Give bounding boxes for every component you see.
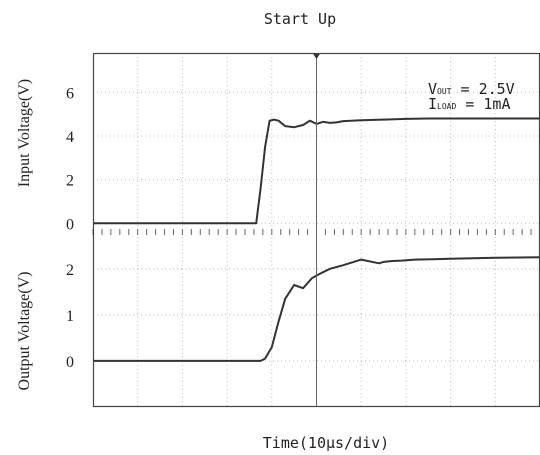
output-voltage-trace: [93, 256, 540, 362]
y-tick-label: 4: [66, 129, 74, 146]
annotation-iload-main: I: [428, 95, 437, 113]
y-tick-label: 0: [66, 216, 74, 233]
annotation-iload-rest: = 1mA: [456, 95, 510, 113]
load-annotation: VOUT = 2.5V ILOAD = 1mA: [428, 80, 515, 113]
annotation-vout-sub: OUT: [437, 87, 452, 96]
y-tick-label: 6: [66, 85, 74, 102]
annotation-vout-rest: = 2.5V: [451, 80, 514, 98]
input-voltage-trace: [93, 117, 540, 225]
annotation-vout-main: V: [428, 80, 437, 98]
y-tick-label: 2: [66, 173, 74, 190]
plot-area: 0 2 4 6 0 1 2: [66, 52, 540, 408]
chart-title: Start Up: [264, 10, 336, 28]
y-tick-label: 0: [66, 354, 74, 371]
y-tick-label: 2: [66, 262, 74, 279]
x-axis-label: Time(10μs/div): [263, 434, 389, 452]
y-tick-label: 1: [66, 308, 74, 325]
y-axis-label-output: Output Voltage(V): [16, 272, 33, 391]
annotation-vout: VOUT = 2.5V: [428, 80, 515, 98]
annotation-iload-sub: LOAD: [437, 102, 456, 111]
annotation-iload: ILOAD = 1mA: [428, 95, 510, 113]
trigger-marker: [312, 53, 321, 59]
y-axis-label-input: Input Voltage(V): [16, 79, 33, 187]
